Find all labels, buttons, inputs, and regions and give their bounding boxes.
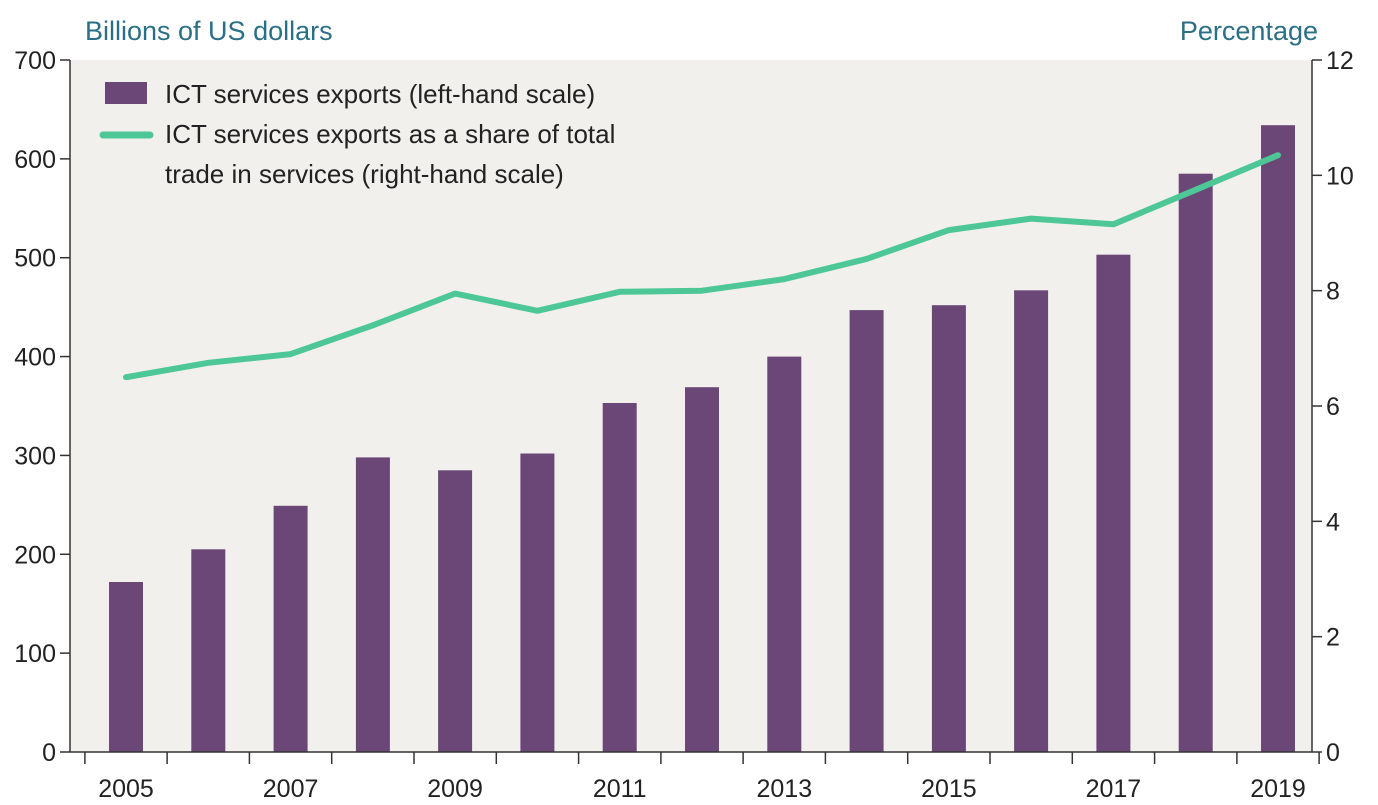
left-tick-label-300: 300	[14, 442, 56, 470]
bar-2010	[520, 453, 555, 752]
x-tick-label-2017: 2017	[1086, 775, 1142, 803]
bar-2016	[1014, 290, 1049, 752]
right-tick-label-6: 6	[1326, 393, 1340, 421]
right-tick-label-12: 12	[1326, 47, 1354, 75]
legend-bar-swatch	[105, 82, 147, 104]
bar-2005	[109, 582, 143, 752]
bar-2018	[1178, 173, 1213, 752]
x-tick-label-2005: 2005	[98, 775, 154, 803]
bar-2009	[438, 470, 473, 752]
bar-2011	[602, 403, 637, 752]
legend: ICT services exports (left-hand scale) I…	[99, 79, 615, 189]
right-tick-label-8: 8	[1326, 278, 1340, 306]
x-tick-label-2011: 2011	[593, 775, 647, 803]
right-axis: 0 2 4 6 8 10 12	[1311, 47, 1354, 767]
x-tick-label-2013: 2013	[756, 775, 812, 803]
right-tick-label-2: 2	[1326, 624, 1340, 652]
bar-2008	[355, 457, 390, 752]
x-tick-label-2019: 2019	[1250, 775, 1306, 803]
right-tick-label-4: 4	[1326, 508, 1340, 536]
left-tick-label-600: 600	[14, 146, 56, 174]
bar-series	[109, 125, 1295, 752]
left-axis: 0 100 200 300 400 500 600 700	[14, 47, 71, 767]
bar-2014	[849, 310, 884, 752]
right-tick-label-0: 0	[1326, 739, 1340, 767]
line-series	[123, 152, 1281, 381]
left-tick-label-200: 200	[14, 541, 56, 569]
bar-2015	[931, 305, 966, 752]
legend-line-label-2: trade in services (right-hand scale)	[165, 159, 564, 189]
left-tick-label-0: 0	[42, 739, 56, 767]
bar-2013	[767, 356, 802, 752]
right-axis-label: Percentage	[1180, 16, 1318, 46]
x-tick-label-2015: 2015	[921, 775, 977, 803]
right-tick-label-10: 10	[1326, 162, 1354, 190]
bar-2012	[685, 387, 719, 752]
left-tick-label-500: 500	[14, 245, 56, 273]
x-tick-label-2009: 2009	[427, 775, 483, 803]
left-axis-label: Billions of US dollars	[85, 16, 333, 46]
left-tick-label-400: 400	[14, 344, 56, 372]
x-axis: 2005 2007 2009 2011 2013 2015 2017 2019	[70, 751, 1320, 803]
legend-line-label-1: ICT services exports as a share of total	[165, 119, 615, 149]
legend-bar-label: ICT services exports (left-hand scale)	[165, 79, 595, 109]
bar-2017	[1096, 254, 1131, 752]
bar-2007	[273, 505, 308, 752]
left-tick-label-700: 700	[14, 47, 56, 75]
x-tick-label-2007: 2007	[263, 775, 319, 803]
bar-2006	[191, 549, 226, 752]
left-tick-label-100: 100	[14, 640, 56, 668]
bar-2019	[1261, 125, 1295, 752]
